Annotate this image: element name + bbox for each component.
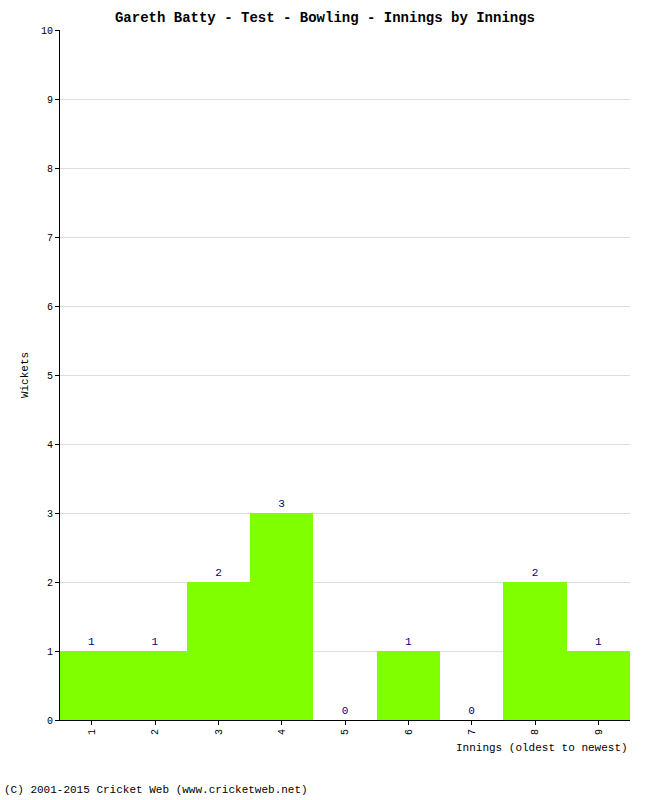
svg-text:4: 4 [277,729,288,735]
svg-text:2: 2 [150,729,161,735]
svg-text:Gareth Batty - Test - Bowling: Gareth Batty - Test - Bowling - Innings … [115,10,535,26]
svg-text:8: 8 [530,729,541,735]
svg-text:Wickets: Wickets [19,352,31,398]
svg-text:0: 0 [47,716,53,727]
svg-text:1: 1 [87,729,98,735]
svg-text:5: 5 [47,371,53,382]
svg-text:5: 5 [340,729,351,735]
svg-text:0: 0 [468,705,475,717]
svg-text:1: 1 [152,636,159,648]
svg-text:6: 6 [47,302,53,313]
svg-text:1: 1 [405,636,412,648]
svg-text:3: 3 [214,729,225,735]
svg-text:6: 6 [404,729,415,735]
svg-text:3: 3 [47,509,53,520]
svg-text:9: 9 [47,95,53,106]
svg-text:1: 1 [47,647,53,658]
svg-text:1: 1 [88,636,95,648]
svg-text:8: 8 [47,164,53,175]
svg-text:7: 7 [47,233,53,244]
svg-text:Innings (oldest to newest): Innings (oldest to newest) [456,742,628,754]
svg-text:10: 10 [41,26,53,37]
svg-text:(C) 2001-2015 Cricket Web (www: (C) 2001-2015 Cricket Web (www.cricketwe… [4,784,308,796]
svg-text:2: 2 [532,567,539,579]
svg-text:4: 4 [47,440,53,451]
svg-text:2: 2 [215,567,222,579]
svg-text:7: 7 [467,729,478,735]
svg-text:1: 1 [595,636,602,648]
svg-text:2: 2 [47,578,53,589]
svg-text:3: 3 [278,498,285,510]
svg-text:0: 0 [342,705,349,717]
svg-text:9: 9 [594,729,605,735]
